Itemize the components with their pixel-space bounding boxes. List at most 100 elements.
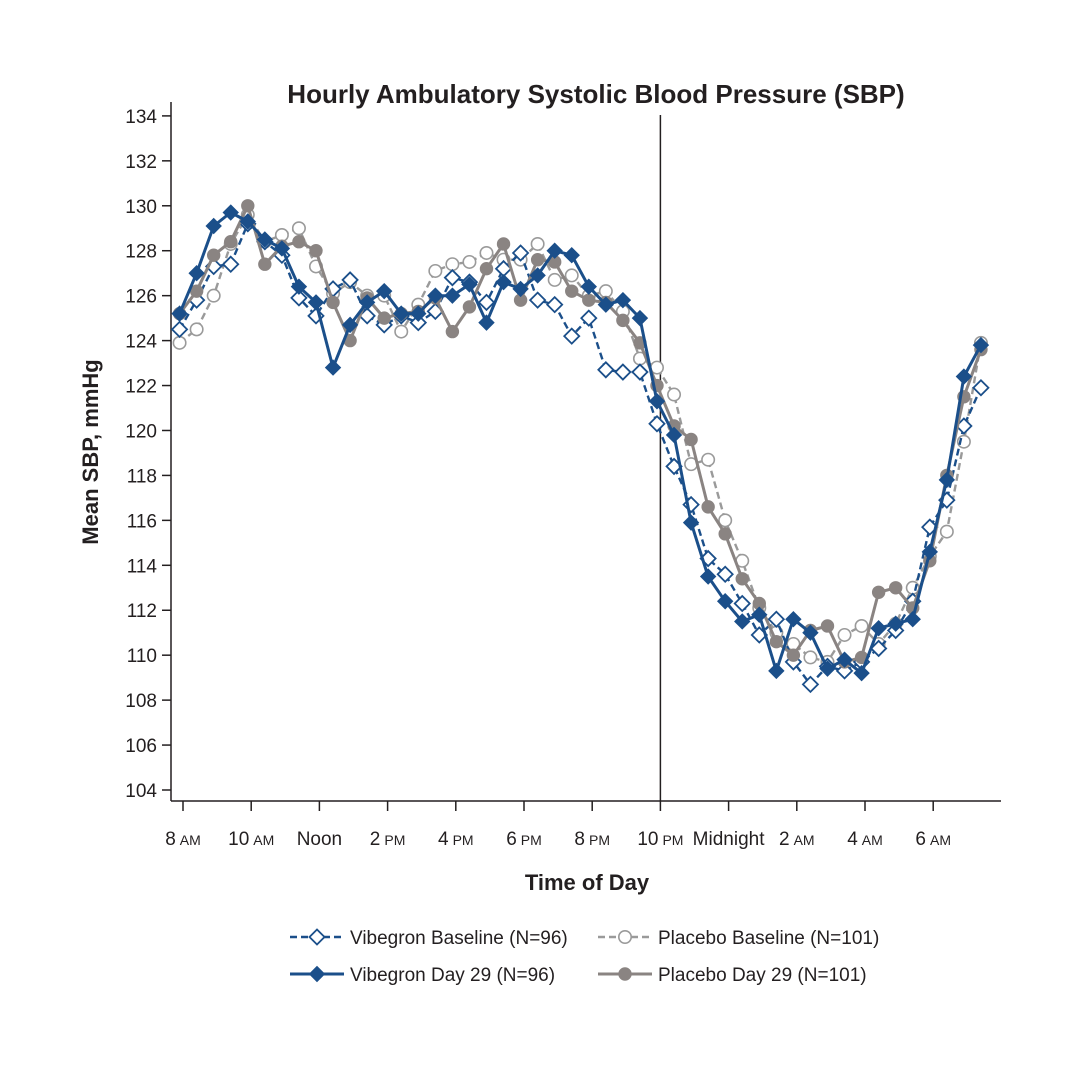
chart-title: Hourly Ambulatory Systolic Blood Pressur… — [287, 79, 904, 109]
legend: Vibegron Baseline (N=96) Placebo Baseline… — [290, 928, 879, 986]
data-point — [768, 662, 785, 680]
data-point — [701, 452, 716, 467]
data-point — [955, 368, 973, 385]
y-tick-label: 114 — [127, 556, 158, 577]
data-point — [479, 261, 494, 276]
data-point — [786, 648, 801, 662]
data-point — [428, 263, 443, 278]
y-tick-label: 126 — [125, 287, 157, 308]
data-point — [170, 320, 189, 339]
x-tick-label: 2 AM — [779, 829, 815, 850]
data-point — [291, 221, 306, 236]
data-point — [972, 336, 990, 354]
y-tick-label: 122 — [125, 377, 157, 398]
data-point — [530, 236, 545, 251]
data-point — [582, 293, 596, 307]
data-point — [921, 543, 938, 561]
data-point — [888, 581, 903, 595]
legend-item: Vibegron Day 29 (N=96) — [290, 965, 555, 986]
y-tick-label: 128 — [125, 242, 157, 263]
y-tick-label: 124 — [125, 332, 157, 353]
data-point — [410, 305, 427, 322]
data-point — [341, 316, 359, 334]
data-point — [820, 619, 835, 633]
data-point — [871, 585, 886, 599]
data-point — [445, 257, 460, 272]
data-point — [801, 675, 820, 694]
data-point — [375, 282, 393, 300]
data-point — [564, 268, 579, 283]
data-point — [836, 651, 853, 668]
x-tick-label: 10 AM — [228, 829, 274, 850]
data-point — [631, 363, 649, 381]
y-tick-label: 130 — [125, 197, 157, 218]
data-point — [819, 660, 836, 677]
data-point — [258, 257, 272, 271]
data-point — [631, 309, 649, 327]
legend-label: Vibegron Baseline (N=96) — [350, 928, 568, 949]
x-tick-label: 8 AM — [165, 829, 201, 850]
y-tick-label: 108 — [125, 691, 157, 712]
data-point — [648, 393, 666, 410]
axes — [170, 102, 1001, 802]
data-point — [735, 572, 749, 586]
data-point — [938, 471, 956, 489]
x-tick-label: 2 PM — [370, 829, 406, 850]
data-point — [409, 313, 428, 332]
data-point — [529, 267, 546, 284]
x-tick-label: Midnight — [693, 829, 766, 850]
data-point — [205, 217, 222, 235]
data-point — [667, 387, 682, 402]
data-point — [224, 235, 238, 249]
data-point — [256, 231, 274, 248]
data-point — [206, 248, 221, 262]
y-axis-ticks: 104 106 108 110 112 114 116 118 120 122 124 126 128 1… — [125, 107, 171, 802]
data-point — [785, 611, 802, 628]
data-point — [716, 565, 734, 584]
x-tick-label: 4 AM — [847, 829, 883, 850]
y-tick-label: 106 — [125, 736, 157, 757]
data-point — [222, 204, 239, 221]
data-point — [939, 524, 954, 539]
data-point — [767, 610, 786, 629]
data-point — [597, 296, 615, 313]
data-point — [341, 271, 359, 289]
legend-label: Vibegron Day 29 (N=96) — [350, 965, 555, 986]
data-point — [511, 244, 530, 262]
y-axis-title: Mean SBP, mmHg — [78, 359, 103, 544]
data-point — [598, 284, 613, 299]
data-point — [443, 268, 462, 287]
y-tick-label: 120 — [125, 421, 157, 442]
y-tick-label: 104 — [125, 781, 157, 802]
data-point — [512, 280, 529, 298]
data-point — [837, 627, 852, 642]
data-point — [701, 500, 715, 514]
legend-label: Placebo Baseline (N=101) — [658, 928, 879, 949]
data-point — [308, 965, 326, 983]
x-tick-label: 8 PM — [574, 829, 610, 850]
data-point — [682, 514, 700, 531]
x-tick-label: 6 AM — [915, 829, 951, 850]
y-tick-label: 134 — [125, 107, 157, 128]
data-point — [547, 272, 562, 287]
data-point — [718, 513, 733, 528]
data-point — [309, 244, 323, 258]
data-point — [597, 361, 615, 379]
data-point — [172, 335, 187, 350]
data-point — [718, 527, 732, 541]
data-point — [393, 305, 410, 322]
data-point — [618, 967, 632, 981]
data-point — [478, 314, 495, 331]
data-point — [972, 379, 990, 397]
legend-item: Vibegron Baseline (N=96) — [290, 928, 568, 949]
data-point — [684, 432, 698, 447]
data-point — [221, 255, 240, 273]
data-point — [648, 414, 666, 433]
data-point — [171, 305, 188, 322]
data-point — [614, 363, 632, 381]
data-point — [444, 287, 461, 304]
data-point — [869, 639, 888, 658]
data-point — [803, 650, 818, 665]
y-tick-label: 132 — [125, 152, 157, 173]
